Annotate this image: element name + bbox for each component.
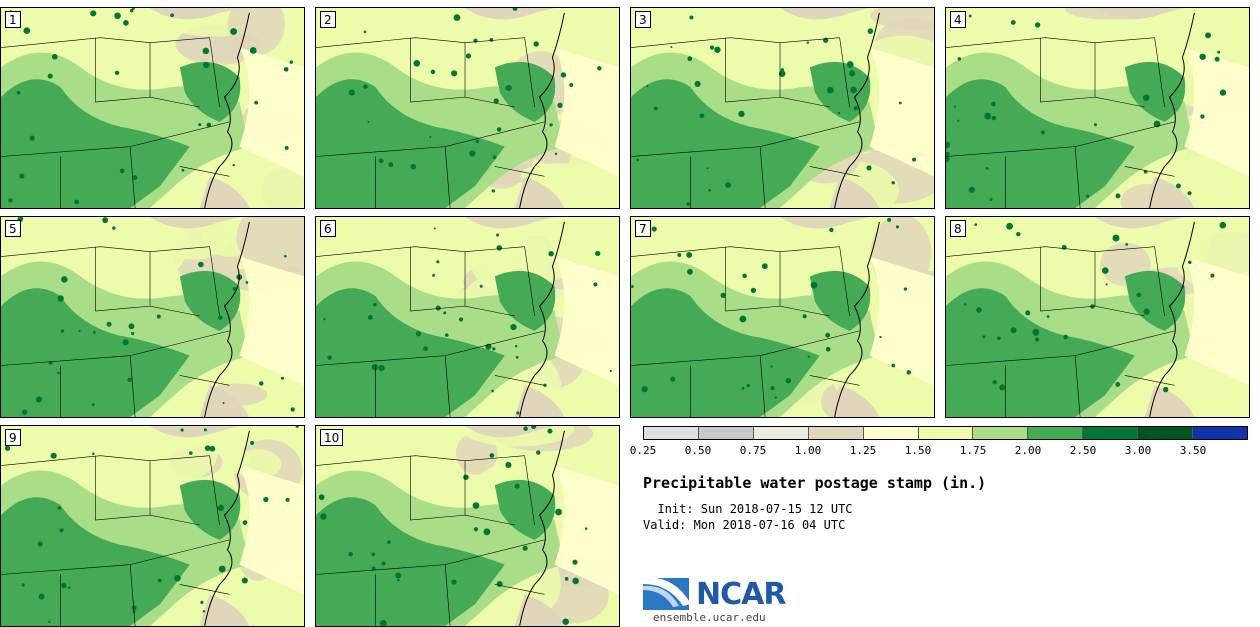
colorbar-ticks: 0.25 0.50 0.75 1.00 1.25 1.50 1.75 2.00 2.50 3.00… <box>630 444 1248 460</box>
member-label: 7 <box>635 220 651 237</box>
member-label: 3 <box>635 11 651 28</box>
colorbar-tick-label: 1.75 <box>959 444 987 457</box>
map-panel: 10 <box>315 425 620 627</box>
map-panel: 3 <box>630 7 935 209</box>
colorbar-segment <box>973 427 1029 439</box>
colorbar <box>643 426 1248 440</box>
map-panel: 9 <box>0 425 305 627</box>
colorbar-segment <box>918 427 974 439</box>
colorbar-segment <box>1193 427 1247 439</box>
member-label: 4 <box>950 11 966 28</box>
colorbar-tick-label: 1.50 <box>904 444 932 457</box>
ncar-logo-icon <box>643 577 691 610</box>
colorbar-segment <box>1083 427 1139 439</box>
map-panel: 1 <box>0 7 305 209</box>
colorbar-segment <box>644 427 699 439</box>
colorbar-tick-label: 2.00 <box>1014 444 1042 457</box>
colorbar-tick-label: 0.25 <box>629 444 657 457</box>
map-panel: 7 <box>630 216 935 418</box>
colorbar-segment <box>753 427 809 439</box>
colorbar-tick-label: 3.00 <box>1124 444 1152 457</box>
init-time: Init: Sun 2018-07-15 12 UTC <box>643 502 853 516</box>
member-label: 9 <box>5 429 21 446</box>
colorbar-tick-label: 1.00 <box>794 444 822 457</box>
map-panel: 2 <box>315 7 620 209</box>
member-label: 6 <box>320 220 336 237</box>
colorbar-segment <box>1028 427 1084 439</box>
member-label: 5 <box>5 220 21 237</box>
colorbar-segment <box>863 427 919 439</box>
member-label: 10 <box>320 429 344 446</box>
map-panel: 4 <box>945 7 1250 209</box>
colorbar-tick-label: 2.50 <box>1069 444 1097 457</box>
map-panel: 6 <box>315 216 620 418</box>
logo-text: NCAR <box>696 577 786 612</box>
valid-time: Valid: Mon 2018-07-16 04 UTC <box>643 518 846 532</box>
colorbar-segment <box>698 427 754 439</box>
plot-title: Precipitable water postage stamp (in.) <box>643 474 987 492</box>
map-panel: 5 <box>0 216 305 418</box>
colorbar-tick-label: 3.50 <box>1179 444 1207 457</box>
map-panel: 8 <box>945 216 1250 418</box>
colorbar-tick-label: 0.75 <box>739 444 767 457</box>
logo-url: ensemble.ucar.edu <box>653 611 766 624</box>
colorbar-tick-label: 1.25 <box>849 444 877 457</box>
member-label: 1 <box>5 11 21 28</box>
colorbar-tick-label: 0.50 <box>684 444 712 457</box>
colorbar-segment <box>808 427 864 439</box>
member-label: 2 <box>320 11 336 28</box>
colorbar-segment <box>1138 427 1194 439</box>
member-label: 8 <box>950 220 966 237</box>
